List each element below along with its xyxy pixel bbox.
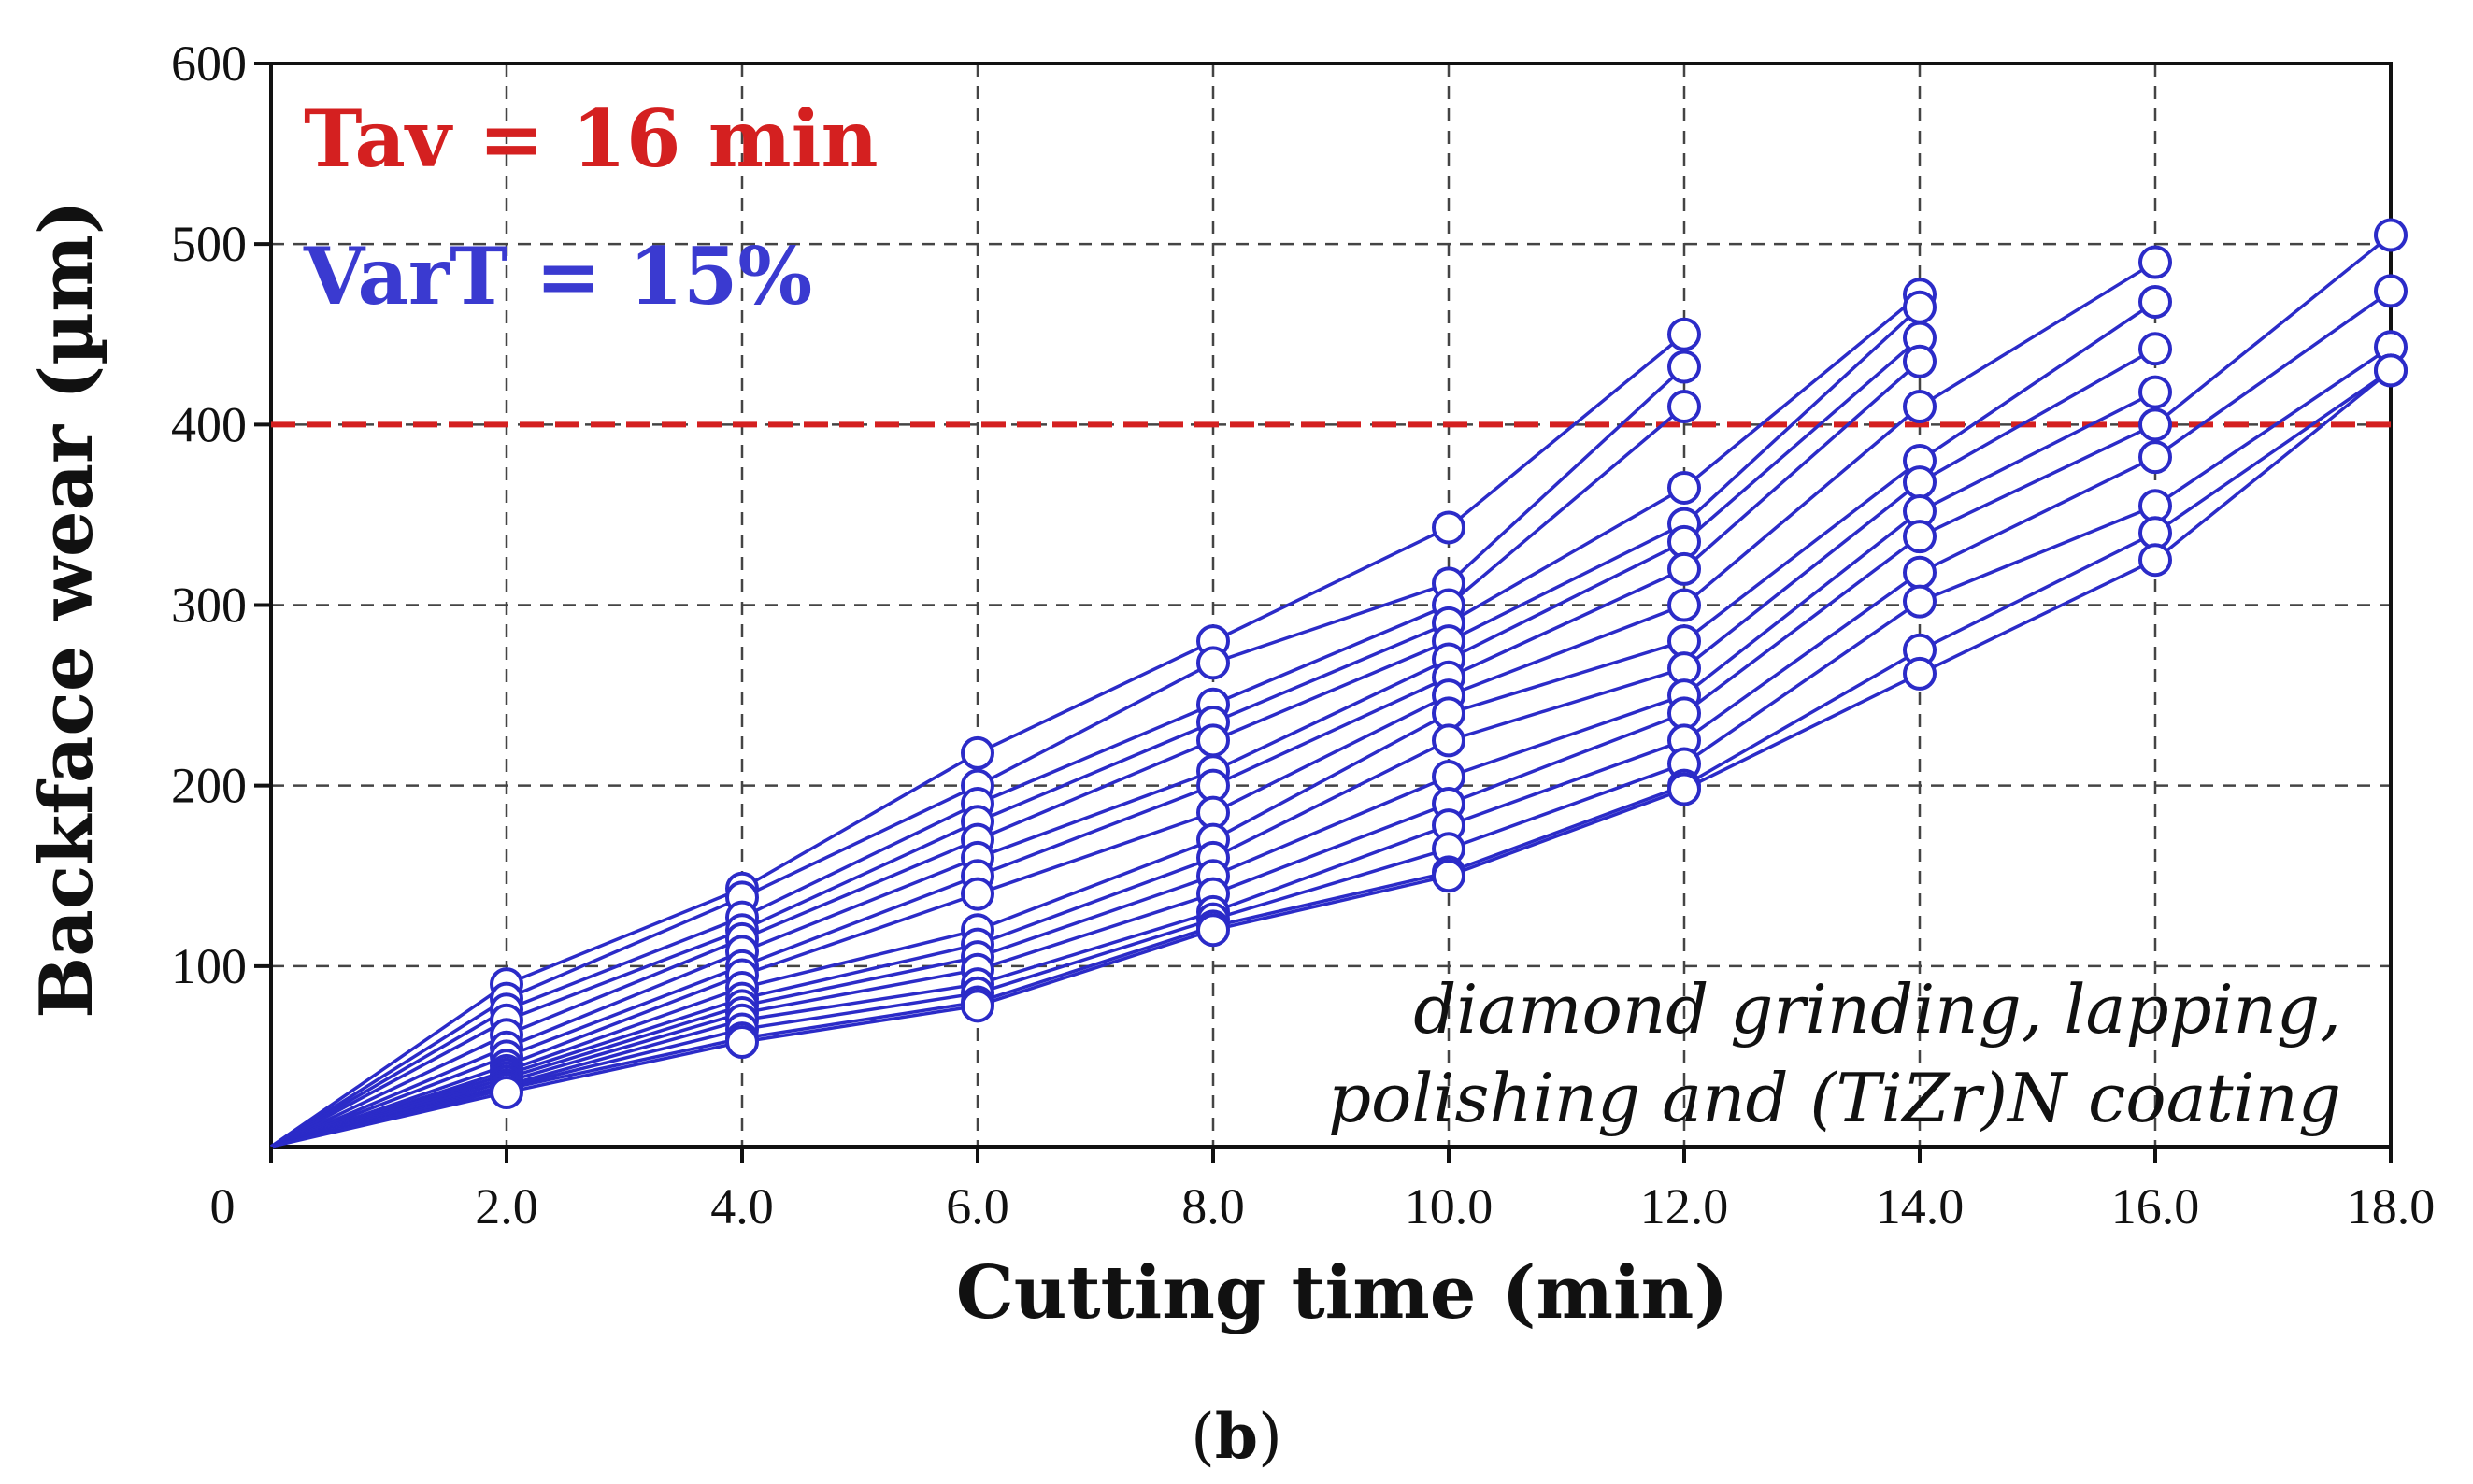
x-tick-label: 2.0	[475, 1178, 538, 1234]
series-line	[270, 368, 2392, 1149]
data-point	[2374, 218, 2408, 252]
x-axis-title: Cutting time (min)	[956, 1250, 1729, 1335]
data-point	[2138, 543, 2172, 578]
x-tick-label: 8.0	[1181, 1178, 1245, 1234]
vart-annotation: VarT = 15%	[303, 230, 812, 322]
data-point	[1903, 555, 1937, 590]
data-point	[1667, 551, 1701, 586]
x-tick-label: 12.0	[1640, 1178, 1729, 1234]
data-point	[961, 877, 994, 911]
method-label-line2: polishing and (TiZr)N coating	[1328, 1059, 2341, 1137]
data-point	[961, 735, 994, 770]
series-line	[270, 306, 1922, 1149]
data-point	[1667, 350, 1701, 384]
axis-ticks: 100 200 300 400 500 600 0 2.0 4.0 6.0 8.0 10.0 12.0 1…	[171, 36, 2435, 1234]
data-point	[2374, 353, 2408, 388]
x-tick-label: 18.0	[2347, 1178, 2436, 1234]
x-tick-label: 4.0	[710, 1178, 774, 1234]
y-tick-label: 400	[171, 396, 247, 452]
panel-letter: b	[1215, 1400, 1258, 1473]
y-tick-label: 500	[171, 216, 247, 272]
data-point	[2138, 440, 2172, 475]
data-point	[1667, 772, 1701, 806]
x-tick-label: 10.0	[1405, 1178, 1494, 1234]
data-point	[1667, 317, 1701, 351]
data-point	[1667, 390, 1701, 424]
data-point	[2138, 407, 2172, 442]
series-line	[270, 336, 1922, 1149]
tav-annotation: Tav = 16 min	[304, 93, 879, 185]
y-tick-label: 300	[171, 578, 247, 634]
data-point	[2138, 245, 2172, 279]
data-point	[1432, 723, 1465, 758]
x-tick-label: 6.0	[946, 1178, 1009, 1234]
panel-label: (b)	[1191, 1400, 1282, 1473]
x-tick-label: 16.0	[2111, 1178, 2200, 1234]
data-point	[2138, 375, 2172, 409]
y-tick-label: 100	[171, 938, 247, 994]
series-line	[270, 369, 2393, 1149]
data-point	[1432, 859, 1465, 893]
data-point	[725, 1024, 759, 1059]
data-point	[1903, 584, 1937, 619]
data-point	[1903, 390, 1937, 424]
y-tick-label: 200	[171, 758, 247, 814]
data-point	[1903, 344, 1937, 378]
data-point	[2138, 332, 2172, 366]
data-point	[1903, 290, 1937, 324]
data-point	[1903, 520, 1937, 554]
series-line	[270, 234, 2393, 1149]
series-group	[270, 218, 2408, 1149]
data-point	[2138, 284, 2172, 319]
panel-close-paren: )	[1258, 1401, 1282, 1473]
series-line	[270, 293, 1922, 1149]
data-point	[961, 989, 994, 1023]
x-tick-label: 14.0	[1876, 1178, 1965, 1234]
series-line	[270, 345, 2392, 1149]
data-point	[1196, 723, 1230, 758]
data-point	[1667, 470, 1701, 505]
y-axis-title: Backface wear (µm)	[24, 200, 109, 1018]
data-point	[1432, 510, 1465, 545]
data-point	[1667, 588, 1701, 622]
series-line	[270, 289, 2393, 1149]
data-point	[1196, 913, 1230, 948]
data-point	[1903, 656, 1937, 691]
y-tick-label: 600	[171, 36, 247, 92]
data-point	[1196, 646, 1230, 680]
x-tick-label: 0	[210, 1178, 236, 1234]
method-label-line1: diamond grinding, lapping,	[1413, 970, 2341, 1049]
data-point	[490, 1076, 523, 1110]
data-point	[1903, 465, 1937, 500]
panel-open-paren: (	[1191, 1401, 1215, 1473]
data-point	[2374, 274, 2408, 308]
series-line	[270, 360, 1922, 1149]
